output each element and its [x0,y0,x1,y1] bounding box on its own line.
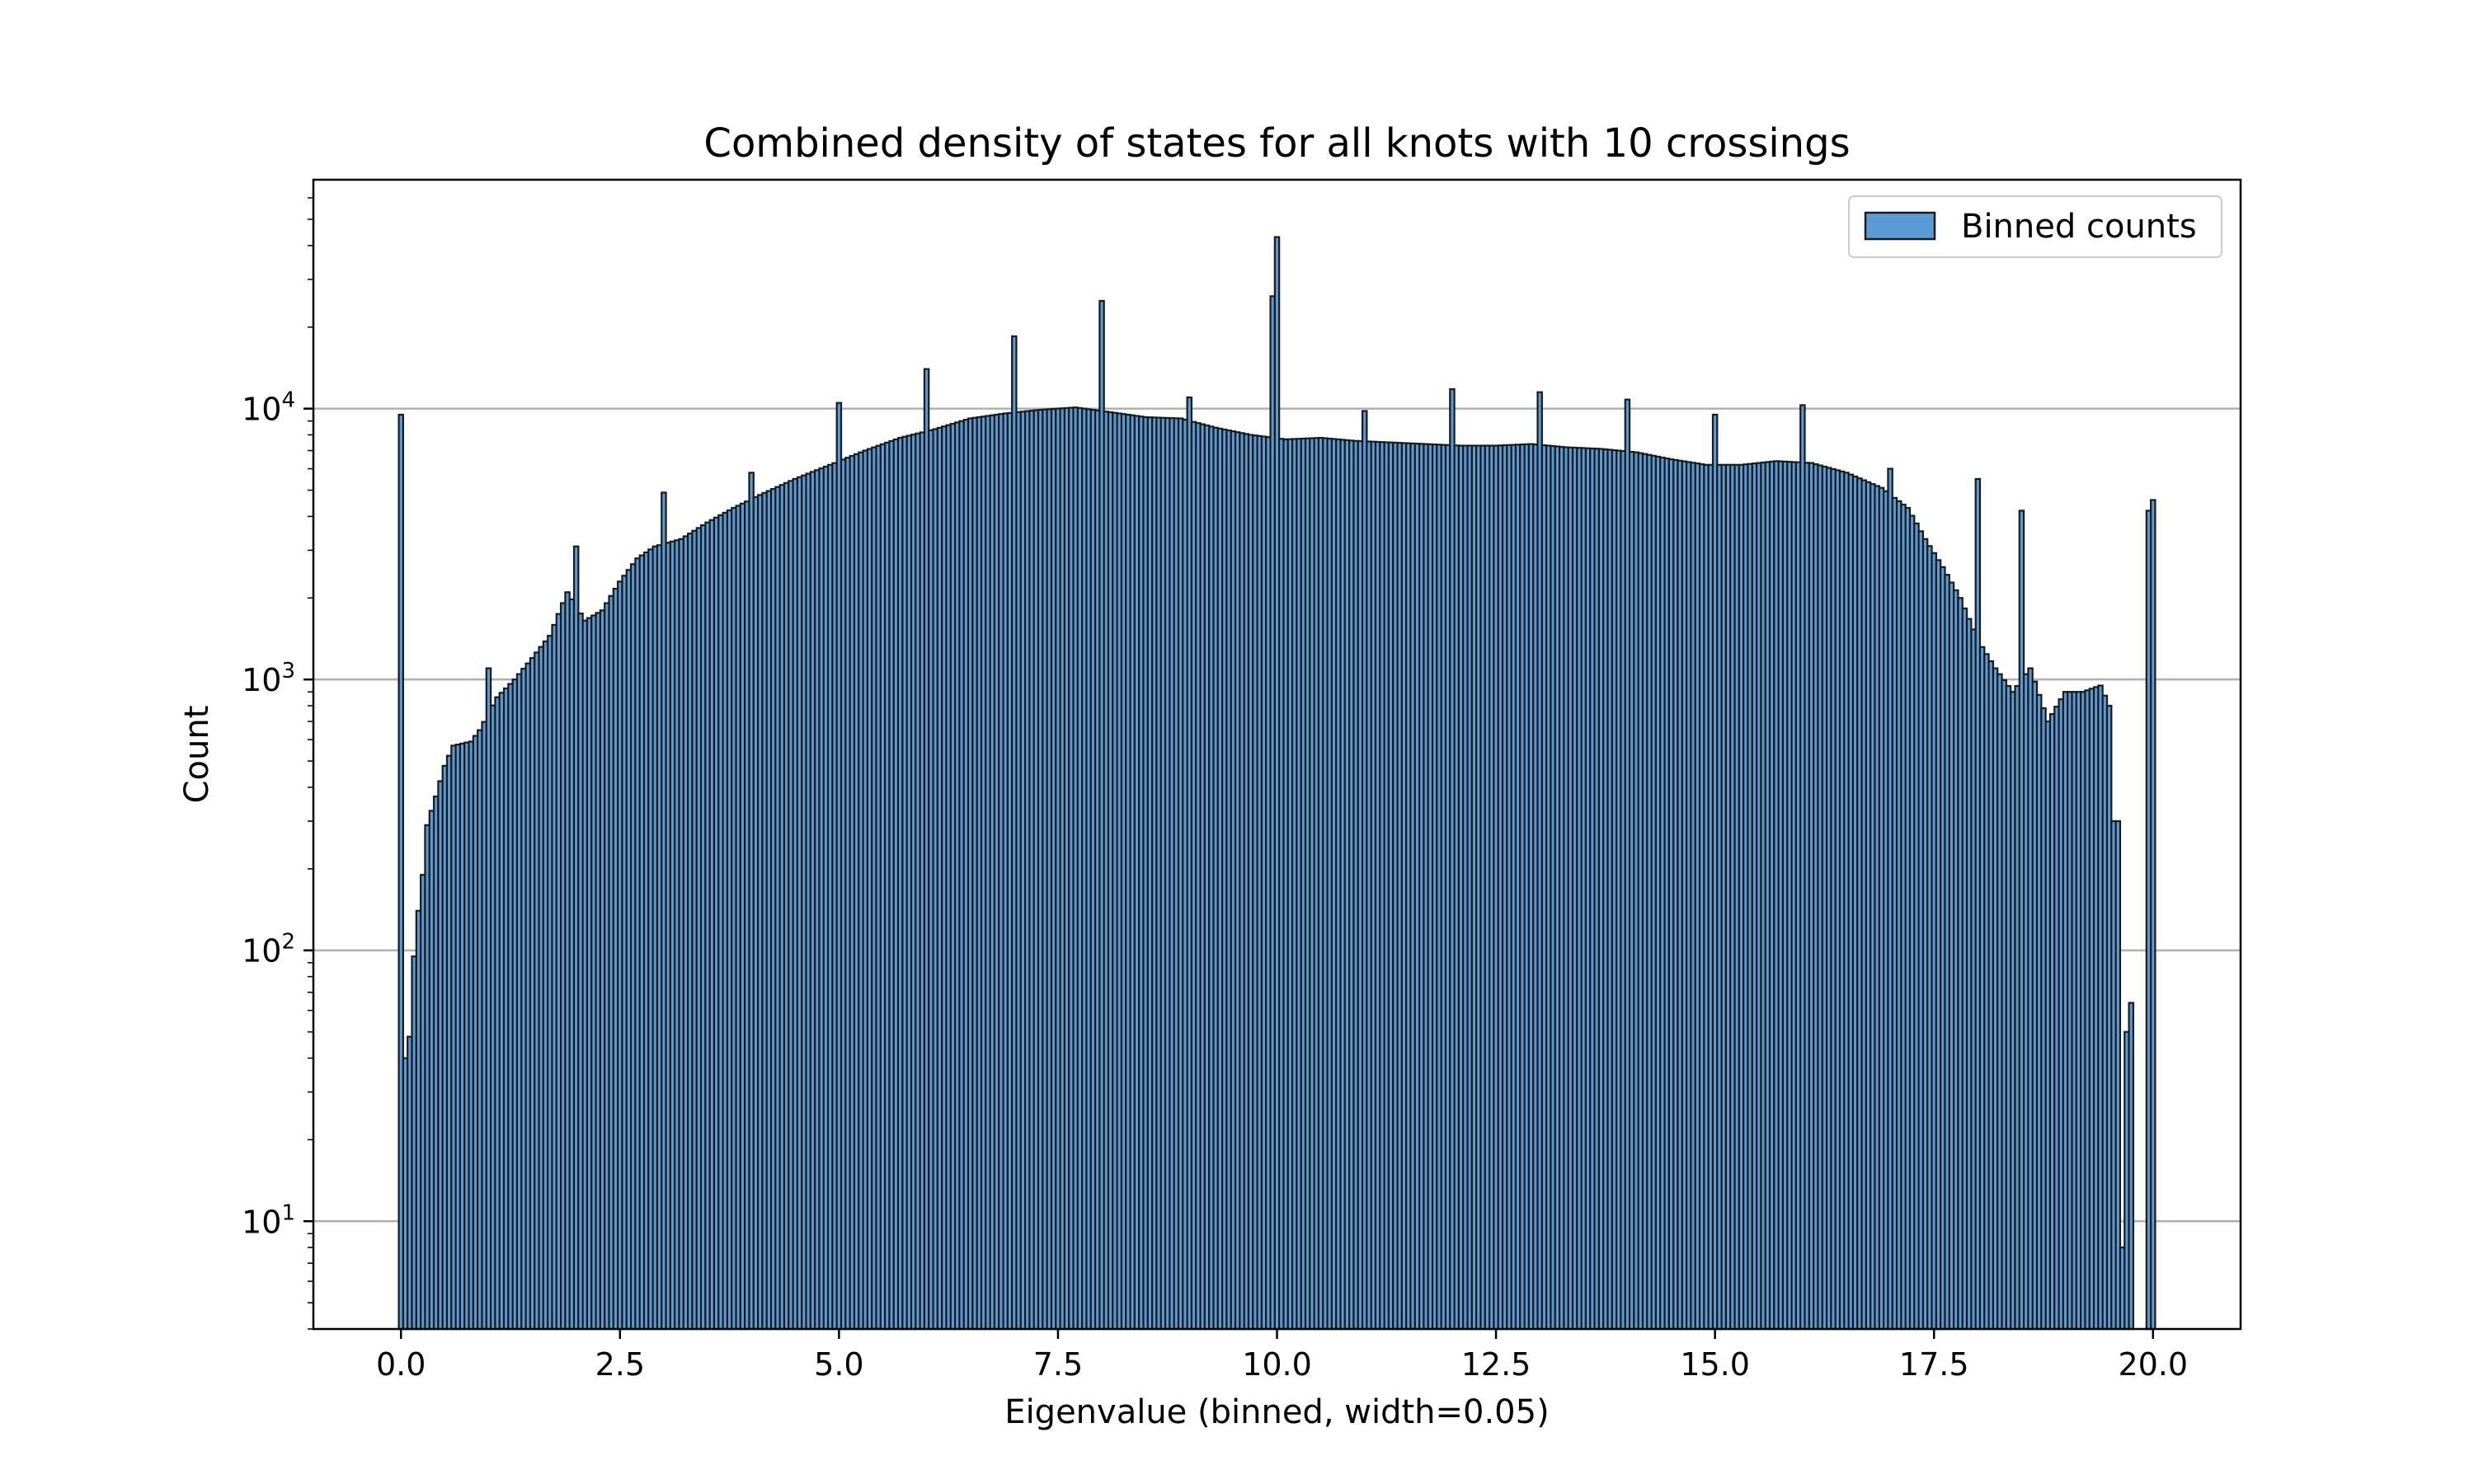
x-tick-label: 12.5 [1461,1346,1531,1383]
x-tick-label: 17.5 [1899,1346,1969,1383]
x-tick-label: 15.0 [1680,1346,1750,1383]
y-axis-label: Count [178,706,216,804]
y-tick-label: 101 [242,1200,295,1240]
legend-label: Binned counts [1961,208,2197,246]
x-tick-label: 7.5 [1033,1346,1083,1383]
y-tick-label: 103 [242,659,295,698]
x-tick-label: 2.5 [595,1346,645,1383]
x-tick-label: 20.0 [2118,1346,2188,1383]
chart-title: Combined density of states for all knots… [703,120,1850,167]
x-axis-ticks: 0.0 2.5 5.0 7.5 10.0 12.5 15.0 17.5 20.0 [376,1329,2188,1383]
y-tick-label: 102 [242,930,295,970]
x-axis-label: Eigenvalue (binned, width=0.05) [1004,1393,1549,1431]
y-axis-ticks: 101 102 103 104 [242,197,313,1330]
histogram-bar [2150,499,2157,1331]
histogram-bar [2128,1002,2134,1331]
y-tick-label: 104 [242,388,295,428]
legend-swatch [1864,211,1936,241]
legend: Binned counts [1848,195,2222,258]
x-tick-label: 5.0 [814,1346,863,1383]
bars [397,236,2157,1331]
x-tick-label: 10.0 [1242,1346,1312,1383]
x-tick-label: 0.0 [376,1346,426,1383]
legend-box [1848,195,2222,258]
